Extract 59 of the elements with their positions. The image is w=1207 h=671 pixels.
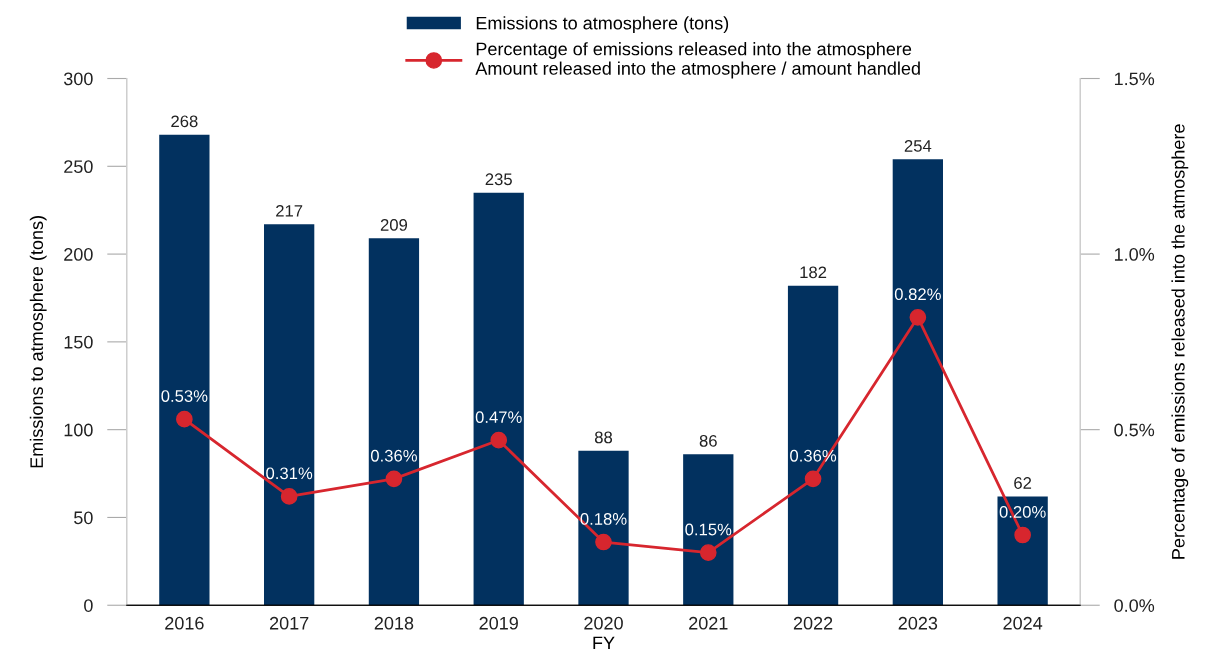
y-tick-label: 200 xyxy=(64,248,93,261)
x-tick-label: 2024 xyxy=(1003,616,1043,630)
bar xyxy=(997,496,1048,606)
y2-tick-label: 1.0% xyxy=(1114,248,1155,261)
data-label: 0.53% xyxy=(161,390,208,402)
y-tick-label: 100 xyxy=(64,423,93,437)
bar xyxy=(787,285,839,606)
data-label: 0.36% xyxy=(370,449,417,462)
bar xyxy=(264,224,315,606)
data-label: 0.47% xyxy=(475,411,522,424)
bar xyxy=(683,454,734,606)
data-label: 0.15% xyxy=(685,523,732,536)
data-label: 268 xyxy=(171,115,198,128)
data-label: 182 xyxy=(800,266,827,279)
y2-axis-title: Percentage of emissions released into the atmosphere xyxy=(1171,124,1189,559)
point xyxy=(909,308,927,326)
y-tick-label: 0 xyxy=(84,599,93,612)
x-tick-label: 2023 xyxy=(898,616,938,630)
data-label: 0.18% xyxy=(580,513,627,525)
point xyxy=(595,533,612,551)
x-tick-label: 2017 xyxy=(269,616,309,630)
x-tick-label: 2018 xyxy=(374,616,414,630)
data-label: 0.82% xyxy=(894,288,941,301)
data-label: 0.31% xyxy=(266,467,313,480)
point xyxy=(385,470,403,488)
data-label: 86 xyxy=(699,434,717,447)
data-label: 209 xyxy=(380,219,408,231)
bar xyxy=(368,238,420,606)
point xyxy=(490,431,508,449)
x-tick-label: 2019 xyxy=(479,616,518,630)
y-tick-label: 300 xyxy=(63,72,93,86)
data-label: 62 xyxy=(1014,477,1032,489)
point xyxy=(176,410,193,428)
bar xyxy=(892,159,943,606)
y2-tick-label: 0.0% xyxy=(1114,599,1155,612)
data-label: 235 xyxy=(485,173,512,186)
point xyxy=(280,488,298,505)
data-label: 254 xyxy=(904,140,932,152)
data-label: 217 xyxy=(276,204,303,217)
y-tick-label: 250 xyxy=(64,160,93,174)
data-label: 88 xyxy=(594,431,613,444)
bar xyxy=(578,450,629,606)
point xyxy=(1014,526,1031,544)
legend-label: Percentage of emissions released into the atmosphere Amount released into the atmosphere / amount handled xyxy=(475,42,920,79)
x-tick-label: 2022 xyxy=(793,616,833,630)
y-axis-title: Emissions to atmosphere (tons) xyxy=(29,216,47,468)
x-axis-title: FY xyxy=(593,636,615,650)
legend-label: Emissions to atmosphere (tons) xyxy=(476,16,729,34)
bar xyxy=(473,192,524,606)
x-tick-label: 2016 xyxy=(165,616,204,630)
x-tick-label: 2020 xyxy=(584,616,623,630)
bar xyxy=(159,134,210,606)
point xyxy=(699,544,717,561)
y2-tick-label: 0.5% xyxy=(1114,423,1155,437)
point xyxy=(804,470,822,488)
y-tick-label: 50 xyxy=(74,511,93,525)
y2-tick-label: 1.5% xyxy=(1114,72,1155,86)
x-tick-label: 2021 xyxy=(689,616,728,630)
y-tick-label: 150 xyxy=(64,335,93,349)
